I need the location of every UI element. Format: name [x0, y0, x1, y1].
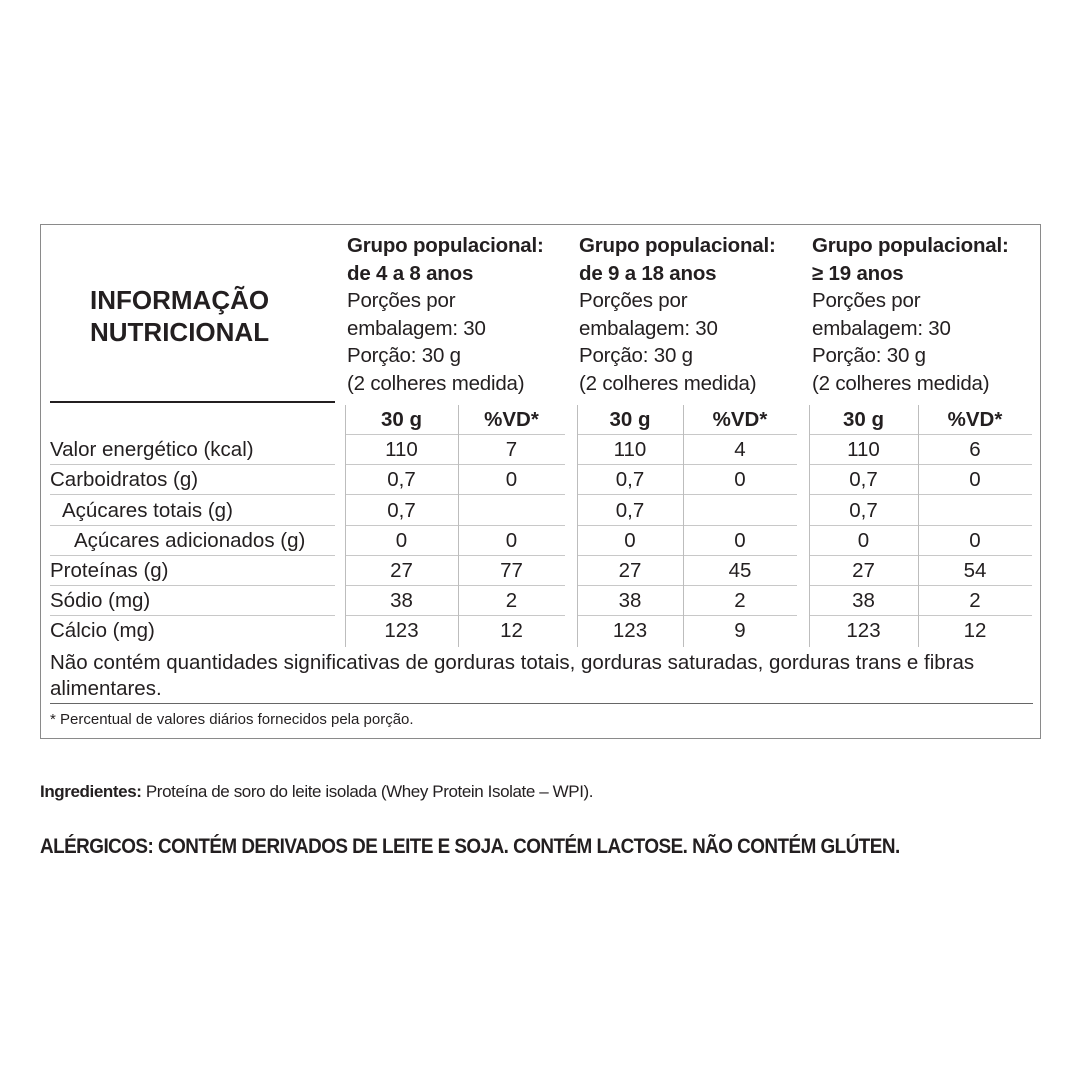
table-cell: 54	[918, 556, 1032, 586]
column-divider	[918, 405, 919, 647]
table-cell: 4	[683, 435, 797, 466]
row-label: Valor energético (kcal)	[50, 435, 335, 466]
table-cell: 123	[384, 619, 419, 643]
table-cell: 6	[918, 435, 1032, 466]
group-age: de 4 a 8 anos	[347, 261, 474, 285]
table-cell: 110	[809, 435, 918, 466]
table-cell: 0	[458, 526, 565, 556]
title-line: INFORMAÇÃO	[90, 285, 270, 315]
table-cell: 0,7	[809, 465, 918, 496]
portion: Porção: 30 g	[347, 344, 461, 367]
column-divider	[458, 405, 459, 647]
table-cell: 27	[809, 556, 918, 586]
table-cell	[918, 496, 1032, 526]
divider	[50, 401, 335, 403]
table-cell: 123	[612, 619, 648, 643]
column-header: %VD*	[918, 405, 1032, 435]
table-cell: 0	[918, 465, 1032, 496]
column-header: %VD*	[458, 405, 565, 435]
row-label: Açúcares totais (g)	[50, 496, 335, 526]
table-cell: 27	[577, 556, 683, 586]
table-cell: 12	[500, 619, 523, 643]
table-cell: 0	[458, 465, 565, 496]
ingredients-label: Ingredientes:	[40, 782, 142, 801]
group-age: ≥ 19 anos	[812, 261, 904, 285]
group-name: Grupo populacional:	[347, 234, 544, 257]
table-cell: 0,7	[809, 496, 918, 526]
table-cell: 38	[577, 586, 683, 617]
column-header: 30 g	[577, 405, 683, 435]
table-cell: 9	[734, 619, 746, 643]
group-header: Grupo populacional: ≥ 19 anos Porções por e…	[812, 232, 1009, 397]
measure: (2 colheres medida)	[812, 371, 990, 395]
column-header: 30 g	[809, 405, 918, 435]
row-label: Cálcio (mg)	[50, 619, 155, 643]
table-cell: 110	[345, 435, 458, 466]
table-cell: 0	[918, 526, 1032, 556]
row-label: Proteínas (g)	[50, 556, 335, 586]
table-cell: 2	[918, 586, 1032, 617]
column-header: 30 g	[345, 405, 458, 435]
group-header: Grupo populacional: de 4 a 8 anos Porções …	[347, 232, 544, 397]
portions: embalagem: 30	[579, 316, 718, 340]
column-divider	[809, 405, 810, 647]
portion: Porção: 30 g	[812, 344, 926, 367]
title-line: NUTRICIONAL	[90, 317, 270, 347]
row-label: Carboidratos (g)	[50, 465, 335, 496]
table-cell: 0	[809, 526, 918, 556]
column-header: %VD*	[683, 405, 797, 435]
group-name: Grupo populacional:	[812, 234, 1009, 257]
table-cell: 27	[345, 556, 458, 586]
table-cell: 2	[458, 586, 565, 617]
table-cell: 0	[345, 526, 458, 556]
table-cell	[683, 496, 797, 526]
table-cell: 2	[683, 586, 797, 617]
table-cell: 123	[846, 619, 881, 643]
footnote: * Percentual de valores diários fornecid…	[50, 711, 414, 728]
group-header: Grupo populacional: de 9 a 18 anos Porções…	[579, 232, 776, 397]
portions: Porções por	[579, 289, 688, 312]
ingredients: Ingredientes: Proteína de soro do leite …	[40, 782, 594, 802]
table-title: INFORMAÇÃO NUTRICIONAL	[90, 284, 269, 348]
measure: (2 colheres medida)	[347, 371, 525, 395]
portions: Porções por	[347, 289, 456, 312]
table-cell: 12	[963, 619, 987, 643]
portions: embalagem: 30	[812, 316, 951, 340]
group-age: de 9 a 18 anos	[579, 261, 717, 285]
nutrition-table	[40, 224, 1041, 739]
group-name: Grupo populacional:	[579, 234, 776, 257]
table-cell: 0	[683, 526, 797, 556]
table-cell: 0,7	[577, 496, 683, 526]
column-divider	[345, 405, 346, 647]
table-cell: 38	[809, 586, 918, 617]
table-cell: 45	[683, 556, 797, 586]
portions: embalagem: 30	[347, 316, 486, 340]
divider	[50, 703, 1033, 704]
table-cell	[458, 496, 565, 526]
portions: Porções por	[812, 289, 921, 312]
table-cell: 77	[458, 556, 565, 586]
table-cell: 0,7	[345, 496, 458, 526]
row-label: Sódio (mg)	[50, 586, 335, 617]
table-cell: 110	[577, 435, 683, 466]
table-cell: 0,7	[345, 465, 458, 496]
row-label: Açúcares adicionados (g)	[50, 526, 335, 556]
table-cell: 0,7	[577, 465, 683, 496]
measure: (2 colheres medida)	[579, 371, 757, 395]
table-cell: 0	[683, 465, 797, 496]
portion: Porção: 30 g	[579, 344, 693, 367]
column-divider	[577, 405, 578, 647]
ingredients-text: Proteína de soro do leite isolada (Whey …	[141, 782, 594, 801]
note: Não contém quantidades significativas de…	[50, 651, 975, 700]
table-cell: 38	[345, 586, 458, 617]
allergens: ALÉRGICOS: CONTÉM DERIVADOS DE LEITE E S…	[40, 835, 900, 858]
table-cell: 7	[458, 435, 565, 466]
column-divider	[683, 405, 684, 647]
table-cell: 0	[577, 526, 683, 556]
